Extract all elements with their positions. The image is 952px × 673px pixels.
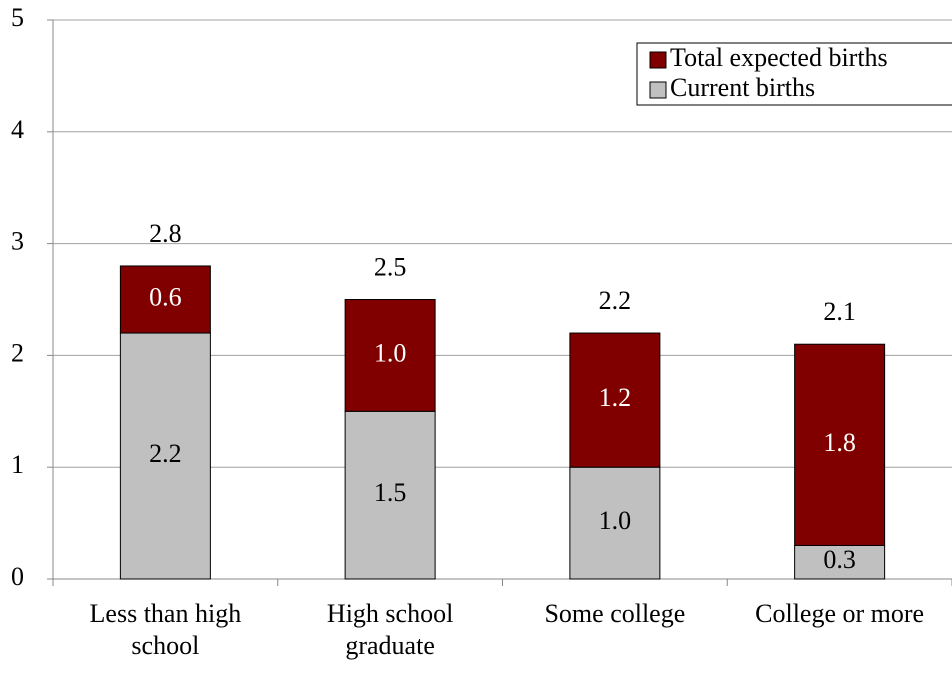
value-label: 1.8: [823, 428, 856, 457]
legend-label: Current births: [670, 73, 815, 102]
value-label: 1.0: [599, 506, 632, 535]
y-tick-label: 5: [11, 3, 24, 32]
bar-segment: [569, 466, 661, 580]
y-tick-label: 3: [11, 227, 24, 256]
y-tick-label: 1: [11, 450, 24, 479]
bar-segment: [344, 299, 436, 412]
total-label: 2.2: [599, 286, 632, 315]
y-tick-label: 0: [11, 562, 24, 591]
value-label: 1.5: [374, 478, 407, 507]
legend-swatch: [649, 81, 667, 99]
value-label: 0.6: [149, 282, 182, 311]
bar-segment: [794, 343, 886, 546]
x-tick-label: College or more: [755, 599, 925, 628]
x-tick-label: Less than high school: [89, 599, 242, 660]
bar-segment: [569, 332, 661, 468]
x-tick-label: Some college: [544, 599, 686, 628]
total-label: 2.8: [149, 219, 182, 248]
total-label: 2.5: [374, 252, 407, 281]
x-tick-label: High school graduate: [326, 599, 454, 660]
legend-box: [636, 42, 952, 106]
y-tick-label: 4: [11, 115, 24, 144]
legend-label: Total expected births: [670, 43, 888, 72]
value-label: 0.3: [823, 545, 856, 574]
bar-segment: [119, 265, 211, 334]
value-label: 1.0: [374, 338, 407, 367]
y-tick-label: 2: [11, 338, 24, 367]
bar-segment: [794, 544, 886, 580]
total-label: 2.1: [823, 297, 856, 326]
legend-swatch: [649, 51, 667, 69]
value-label: 2.2: [149, 439, 182, 468]
value-label: 1.2: [599, 383, 632, 412]
